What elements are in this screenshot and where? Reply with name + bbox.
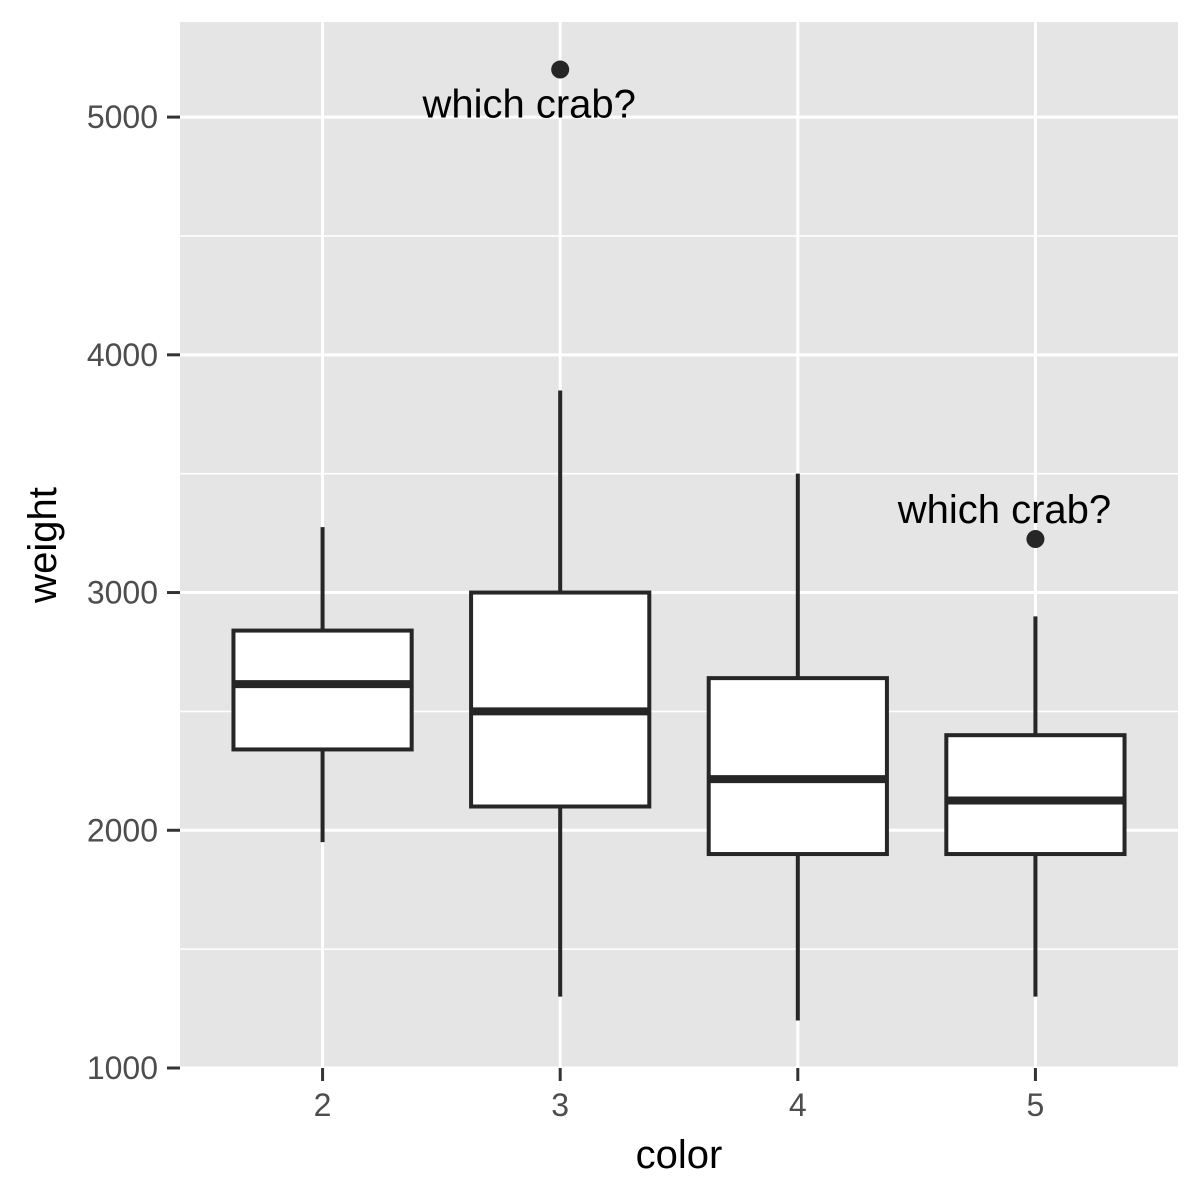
x-tick-label: 5 bbox=[1027, 1087, 1045, 1123]
interquartile-box bbox=[706, 676, 889, 857]
boxes bbox=[231, 60, 1127, 1021]
y-tick-label: 3000 bbox=[87, 575, 158, 611]
y-tick-label: 4000 bbox=[87, 337, 158, 373]
y-tick-label: 1000 bbox=[87, 1050, 158, 1086]
annotation-label: which crab? bbox=[421, 83, 635, 127]
y-tick-label: 2000 bbox=[87, 812, 158, 848]
annotation-label: which crab? bbox=[897, 488, 1111, 532]
box-4 bbox=[706, 473, 889, 1021]
outlier-point bbox=[1026, 530, 1045, 549]
box-3 bbox=[469, 390, 652, 997]
interquartile-box bbox=[944, 733, 1127, 857]
plot-panel bbox=[180, 22, 1178, 1068]
x-axis-title: color bbox=[636, 1133, 723, 1177]
annotations: which crab? which crab? bbox=[421, 83, 1111, 533]
x-tick-label: 2 bbox=[314, 1087, 332, 1123]
interquartile-box bbox=[469, 590, 652, 809]
y-tick-label: 5000 bbox=[87, 99, 158, 135]
x-tick-label: 4 bbox=[789, 1087, 807, 1123]
box-2 bbox=[231, 527, 414, 843]
x-tick-label: 3 bbox=[551, 1087, 569, 1123]
y-axis-title: weight bbox=[21, 487, 65, 604]
outlier-point bbox=[551, 60, 570, 79]
interquartile-box bbox=[231, 628, 414, 752]
axes: 1000 2000 3000 4000 5000 2 3 4 5 bbox=[87, 99, 1045, 1123]
box-5 bbox=[944, 616, 1127, 997]
